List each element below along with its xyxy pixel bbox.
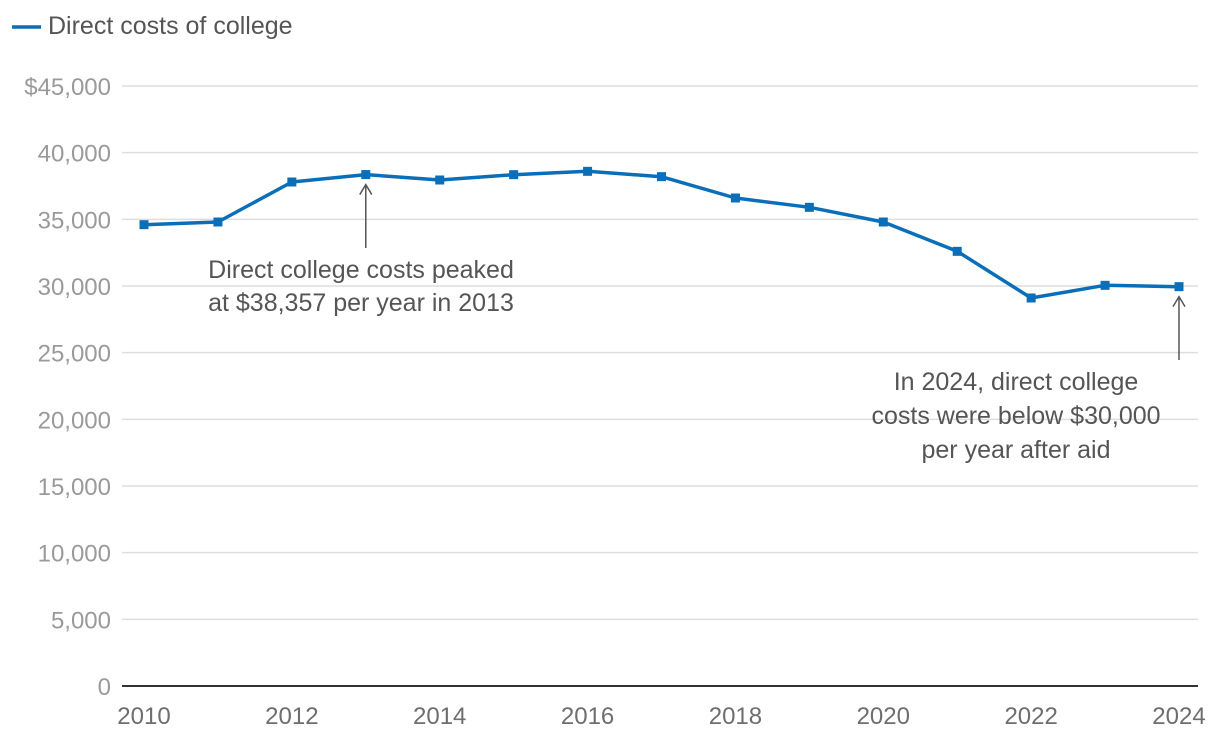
data-point <box>1100 280 1110 290</box>
x-tick-labels: 2010 2012 2014 2016 2018 2020 2022 2024 <box>117 703 1205 730</box>
data-point <box>804 202 814 212</box>
y-tick-label: 5,000 <box>51 607 111 634</box>
x-tick-label: 2022 <box>1004 703 1057 730</box>
y-tick-labels: 0 5,000 10,000 15,000 20,000 25,000 30,000 35,0… <box>24 74 111 701</box>
data-point <box>1026 293 1036 303</box>
data-point <box>878 217 888 227</box>
annotation-text: In 2024, direct college <box>894 368 1139 396</box>
data-point <box>730 193 740 203</box>
y-tick-label: 30,000 <box>38 274 111 301</box>
data-point <box>657 172 666 182</box>
x-tick-label: 2014 <box>413 703 466 730</box>
data-point <box>583 166 593 176</box>
data-point <box>1174 282 1184 292</box>
annotation-text: per year after aid <box>922 436 1111 464</box>
x-tick-label: 2016 <box>561 703 614 730</box>
y-tick-label: 0 <box>98 674 111 701</box>
y-tick-label: 10,000 <box>38 541 111 568</box>
y-tick-label: 15,000 <box>38 474 111 501</box>
data-point <box>139 220 149 230</box>
y-tick-label: 35,000 <box>38 207 111 234</box>
annotation-text: costs were below $30,000 <box>871 402 1160 430</box>
y-tick-label: $45,000 <box>24 74 111 101</box>
data-point <box>435 175 445 185</box>
y-tick-label: 25,000 <box>38 341 111 368</box>
annotation-text: Direct college costs peaked <box>208 256 514 284</box>
y-tick-label: 20,000 <box>38 407 111 434</box>
data-point <box>361 170 371 180</box>
x-tick-label: 2012 <box>265 703 318 730</box>
x-tick-label: 2010 <box>117 703 170 730</box>
gridlines <box>122 85 1198 621</box>
data-point <box>287 177 297 187</box>
legend-label: Direct costs of college <box>48 12 293 40</box>
data-point <box>952 246 962 256</box>
data-point <box>213 217 223 227</box>
data-point <box>509 170 519 180</box>
x-tick-label: 2024 <box>1152 703 1205 730</box>
annotation-arrowhead <box>359 183 373 195</box>
annotations: Direct college costs peaked at $38,357 pe… <box>208 183 1186 464</box>
annotation-text: at $38,357 per year in 2013 <box>208 289 514 317</box>
annotation-arrowhead <box>1172 295 1186 308</box>
x-tick-label: 2018 <box>709 703 762 730</box>
series-group <box>139 166 1184 303</box>
legend: Direct costs of college <box>12 12 293 40</box>
x-tick-label: 2020 <box>857 703 910 730</box>
y-tick-label: 40,000 <box>38 141 111 168</box>
